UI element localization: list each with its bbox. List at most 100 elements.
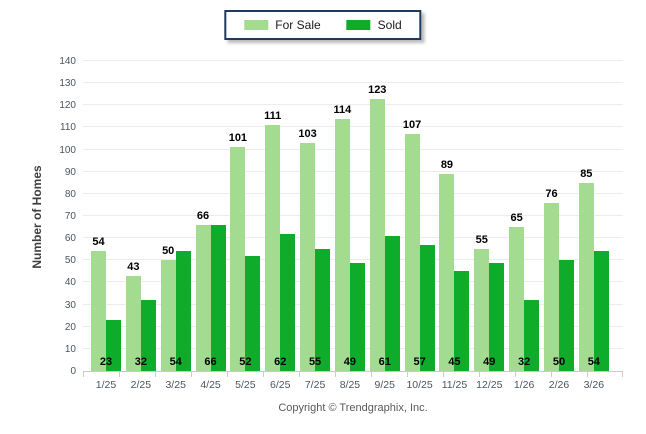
- sold-bar: [349, 262, 365, 371]
- for-sale-legend-label: For Sale: [275, 18, 321, 32]
- for-sale-value-label: 123: [368, 83, 387, 96]
- bar-group: 101 52 5/25: [229, 62, 261, 391]
- x-axis-label: 2/26: [548, 379, 570, 391]
- for-sale-value-label: 50: [162, 245, 175, 258]
- sold-bar: [454, 271, 470, 371]
- for-sale-bar: [195, 224, 211, 371]
- y-axis-tick-label: 80: [64, 188, 76, 200]
- gridline: [83, 170, 623, 172]
- x-axis-tick-mark: [515, 372, 516, 377]
- bar-group: 114 49 8/25: [333, 62, 365, 391]
- for-sale-bar: [369, 98, 385, 371]
- x-axis-tick-mark: [587, 372, 588, 377]
- sold-bar: [419, 244, 435, 371]
- for-sale-bar: [230, 147, 246, 371]
- x-axis-label: 3/26: [583, 379, 605, 391]
- plot-area: 54 23 1/25 43 32 2/25 50 54 3/25 66 66 4/25 101 52 5/2…: [83, 60, 623, 391]
- x-axis-label: 11/25: [441, 379, 468, 391]
- for-sale-bar: [91, 251, 106, 371]
- y-axis-tick-label: 60: [64, 233, 76, 245]
- sold-bar: [210, 224, 226, 371]
- gridline: [83, 82, 623, 84]
- y-axis-tick-label: 20: [64, 321, 76, 333]
- bar-group: 123 61 9/25: [368, 62, 400, 391]
- for-sale-bar: [543, 202, 559, 371]
- for-sale-bar: [334, 118, 350, 371]
- for-sale-value-label: 114: [333, 103, 352, 116]
- y-axis-tick-label: 130: [59, 78, 76, 90]
- bar-group: 107 57 10/25: [403, 62, 435, 391]
- x-axis-label: 5/25: [235, 379, 256, 391]
- x-axis-tick-mark: [551, 372, 552, 377]
- x-axis-label: 1/26: [513, 379, 535, 391]
- bar-group: 50 54 3/25: [160, 62, 191, 391]
- sold-bar: [315, 249, 331, 371]
- y-axis-tick-label: 0: [70, 366, 76, 377]
- sold-value-label: 55: [308, 356, 322, 368]
- x-axis-label: 12/25: [476, 379, 503, 391]
- sold-value-label: 49: [483, 356, 496, 368]
- x-axis-label: 4/25: [200, 379, 221, 391]
- sold-bar: [175, 251, 191, 371]
- sold-value-label: 52: [239, 356, 252, 368]
- x-axis-label: 2/25: [130, 379, 152, 391]
- for-sale-bar: [125, 275, 141, 371]
- bar-group: 66 66 4/25: [195, 62, 226, 391]
- x-axis-tick-mark: [155, 372, 156, 377]
- sold-bar: [524, 300, 540, 371]
- x-axis-tick-mark: [443, 372, 444, 377]
- x-axis-tick-mark: [335, 372, 336, 377]
- gridline: [83, 148, 623, 150]
- sold-value-label: 54: [587, 356, 600, 368]
- sold-value-label: 23: [99, 356, 113, 368]
- gridline: [83, 192, 623, 194]
- for-sale-value-label: 54: [92, 236, 105, 249]
- copyright-text: Copyright © Trendgraphix, Inc.: [278, 402, 428, 414]
- x-axis-label: 10/25: [406, 379, 433, 391]
- for-sale-value-label: 103: [298, 127, 317, 140]
- x-axis-tick-mark: [83, 372, 84, 377]
- x-axis-tick-mark: [263, 372, 264, 377]
- sold-value-label: 57: [413, 356, 426, 368]
- bar-group: 111 62 6/25: [264, 62, 296, 391]
- y-axis-tick-label: 140: [59, 56, 76, 67]
- sold-legend-label: Sold: [377, 18, 402, 32]
- x-axis-label: 7/25: [304, 379, 326, 391]
- for-sale-value-label: 85: [580, 167, 593, 180]
- x-axis-tick-mark: [407, 372, 408, 377]
- for-sale-bar: [160, 260, 176, 371]
- for-sale-value-label: 66: [196, 209, 210, 222]
- bar-group: 54 23 1/25: [91, 62, 121, 391]
- gridline: [83, 104, 623, 106]
- y-axis-tick-label: 50: [64, 255, 76, 267]
- y-axis-tick-label: 10: [64, 343, 76, 355]
- sold-value-label: 50: [552, 356, 566, 368]
- gridline: [83, 60, 623, 61]
- x-axis-tick-mark: [299, 372, 300, 377]
- x-axis-tick-mark: [227, 372, 228, 377]
- bar-group: 65 32 1/26: [509, 62, 540, 391]
- for-sale-bar: [300, 142, 316, 371]
- x-axis-tick-mark: [479, 372, 480, 377]
- for-sale-bar: [474, 249, 490, 371]
- sold-bar: [384, 235, 400, 371]
- bar-group: 55 49 12/25: [474, 62, 505, 391]
- sold-value-label: 49: [343, 356, 357, 368]
- gridline: [83, 126, 623, 128]
- y-axis-tick-label: 40: [64, 277, 76, 289]
- x-axis-tick-mark: [371, 372, 372, 377]
- y-axis-tick-label: 30: [64, 299, 76, 311]
- bar-group: 85 54 3/26: [578, 62, 609, 391]
- sold-bar: [140, 300, 156, 371]
- y-axis-tick-labels: 0 10 20 30 40 50 60 70 80 90 100 110 120 130 140: [46, 56, 76, 377]
- gridline: [83, 215, 623, 216]
- bar-group: 76 50 2/26: [543, 62, 574, 391]
- x-axis-label: 6/25: [270, 379, 291, 391]
- y-axis-tick-label: 120: [59, 100, 76, 112]
- x-axis-label: 1/25: [95, 379, 117, 391]
- sold-value-label: 32: [134, 356, 147, 368]
- x-axis-tick-mark: [622, 372, 623, 377]
- gridline: [83, 237, 623, 239]
- x-axis-label: 9/25: [374, 379, 395, 391]
- x-axis-tick-mark: [119, 372, 120, 377]
